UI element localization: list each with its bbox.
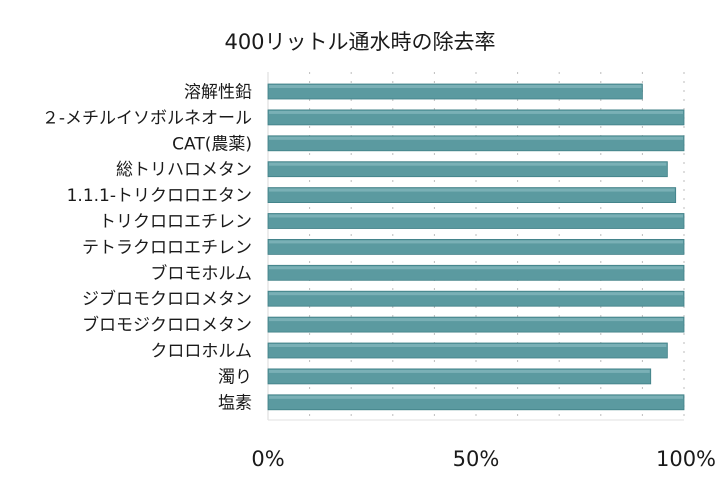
category-label: 溶解性鉛 xyxy=(184,83,252,103)
chart-title: 400リットル通水時の除去率 xyxy=(224,30,496,54)
category-label: クロロホルム xyxy=(150,342,252,362)
bar-highlight xyxy=(269,240,683,244)
category-label: ブロモホルム xyxy=(150,263,252,284)
x-tick-label: 0% xyxy=(251,447,284,471)
category-label: ２-メチルイソボルネオール xyxy=(42,108,252,128)
bar-highlight xyxy=(269,344,667,347)
category-label: ジブロモクロロメタン xyxy=(82,289,252,310)
category-label: ブロモジクロロメタン xyxy=(82,315,252,336)
category-label: テトラクロロエチレン xyxy=(82,238,252,258)
x-tick-label: 100% xyxy=(656,447,716,471)
bar-highlight xyxy=(269,266,683,270)
category-label: 塩素 xyxy=(218,393,252,413)
bar-highlight xyxy=(269,162,667,166)
bar-highlight xyxy=(269,188,675,192)
bar-highlight xyxy=(269,110,683,114)
bar-highlight xyxy=(269,85,642,88)
bar-highlight xyxy=(269,318,683,322)
category-label: 1.1.1-トリクロロエタン xyxy=(67,186,252,206)
bar-highlight xyxy=(269,395,683,399)
x-tick-label: 50% xyxy=(453,447,500,471)
bar-highlight xyxy=(269,136,683,140)
category-label: CAT(農薬) xyxy=(172,134,252,154)
category-label: 総トリハロメタン xyxy=(116,160,252,180)
bar-highlight xyxy=(269,369,650,373)
category-label: 濁り xyxy=(218,367,252,387)
bar-highlight xyxy=(269,292,683,296)
category-label: トリクロロエチレン xyxy=(99,212,252,232)
bar-highlight xyxy=(269,214,683,218)
